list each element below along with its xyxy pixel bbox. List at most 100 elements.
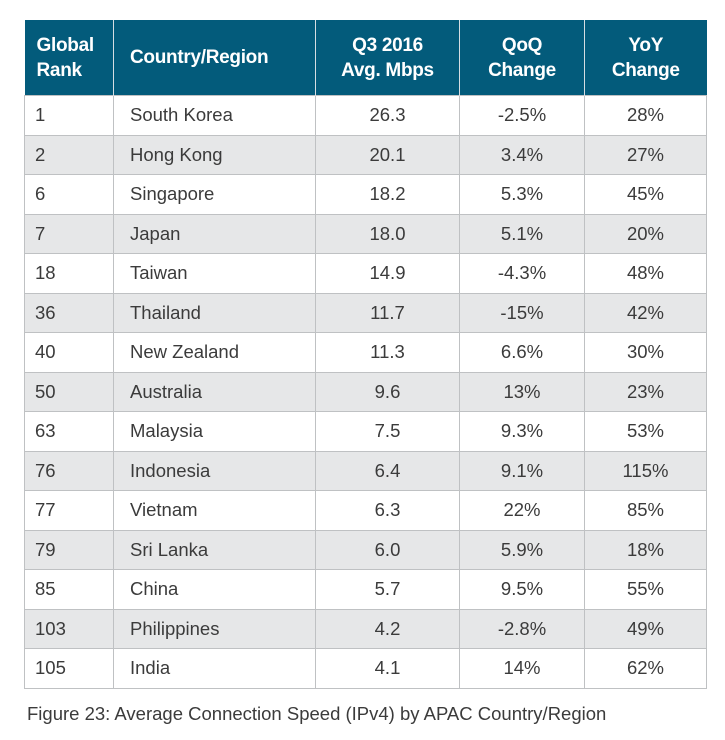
country-cell: Hong Kong: [113, 134, 316, 175]
yoy-change-cell: 48%: [584, 253, 707, 294]
table-row: 105 India 4.1 14% 62%: [24, 648, 707, 689]
country-cell: Thailand: [113, 292, 316, 333]
qoq-change-cell: 22%: [459, 490, 585, 531]
header-line: Rank: [36, 59, 83, 81]
header-yoy-change: YoY Change: [584, 20, 707, 96]
qoq-change-cell: 6.6%: [459, 332, 585, 373]
qoq-change-cell: 9.3%: [459, 411, 585, 452]
global-rank-cell: 76: [24, 450, 114, 491]
avg-mbps-cell: 26.3: [315, 95, 460, 136]
table-row: 103 Philippines 4.2 -2.8% 49%: [24, 608, 707, 649]
header-line: QoQ: [501, 34, 543, 56]
yoy-change-cell: 55%: [584, 569, 707, 610]
avg-mbps-cell: 20.1: [315, 134, 460, 175]
qoq-change-cell: -4.3%: [459, 253, 585, 294]
table-row: 1 South Korea 26.3 -2.5% 28%: [24, 95, 707, 136]
connection-speed-table: Global Rank Country/Region Q3 2016 Avg. Mb…: [24, 20, 707, 689]
qoq-change-cell: 9.5%: [459, 569, 585, 610]
country-cell: China: [113, 569, 316, 610]
global-rank-cell: 103: [24, 608, 114, 649]
figure-caption: Figure 23: Average Connection Speed (IPv…: [27, 703, 607, 724]
yoy-change-cell: 62%: [584, 648, 707, 689]
country-cell: Philippines: [113, 608, 316, 649]
avg-mbps-cell: 5.7: [315, 569, 460, 610]
header-line: Global: [36, 34, 95, 56]
country-cell: South Korea: [113, 95, 316, 136]
qoq-change-cell: 5.1%: [459, 213, 585, 254]
avg-mbps-cell: 18.0: [315, 213, 460, 254]
yoy-change-cell: 53%: [584, 411, 707, 452]
table-row: 77 Vietnam 6.3 22% 85%: [24, 490, 707, 531]
header-qoq-change: QoQ Change: [459, 20, 585, 96]
global-rank-cell: 77: [24, 490, 114, 531]
global-rank-cell: 105: [24, 648, 114, 689]
table-row: 79 Sri Lanka 6.0 5.9% 18%: [24, 529, 707, 570]
global-rank-cell: 6: [24, 174, 114, 215]
yoy-change-cell: 115%: [584, 450, 707, 491]
table-row: 7 Japan 18.0 5.1% 20%: [24, 213, 707, 254]
avg-mbps-cell: 6.0: [315, 529, 460, 570]
qoq-change-cell: 5.3%: [459, 174, 585, 215]
header-line: Q3 2016: [352, 34, 423, 56]
qoq-change-cell: -15%: [459, 292, 585, 333]
table-row: 36 Thailand 11.7 -15% 42%: [24, 292, 707, 333]
header-avg-mbps: Q3 2016 Avg. Mbps: [315, 20, 460, 96]
yoy-change-cell: 30%: [584, 332, 707, 373]
header-line: Avg. Mbps: [341, 59, 434, 81]
country-cell: India: [113, 648, 316, 689]
country-cell: Australia: [113, 371, 316, 412]
yoy-change-cell: 20%: [584, 213, 707, 254]
country-cell: New Zealand: [113, 332, 316, 373]
country-cell: Taiwan: [113, 253, 316, 294]
header-row: Global Rank Country/Region Q3 2016 Avg. Mb…: [24, 20, 707, 96]
header-global-rank: Global Rank: [24, 20, 114, 96]
table-row: 76 Indonesia 6.4 9.1% 115%: [24, 450, 707, 491]
qoq-change-cell: 9.1%: [459, 450, 585, 491]
global-rank-cell: 40: [24, 332, 114, 373]
avg-mbps-cell: 6.4: [315, 450, 460, 491]
global-rank-cell: 2: [24, 134, 114, 175]
avg-mbps-cell: 11.7: [315, 292, 460, 333]
global-rank-cell: 50: [24, 371, 114, 412]
avg-mbps-cell: 4.1: [315, 648, 460, 689]
avg-mbps-cell: 14.9: [315, 253, 460, 294]
table-row: 18 Taiwan 14.9 -4.3% 48%: [24, 253, 707, 294]
qoq-change-cell: 13%: [459, 371, 585, 412]
yoy-change-cell: 23%: [584, 371, 707, 412]
qoq-change-cell: 5.9%: [459, 529, 585, 570]
table-row: 63 Malaysia 7.5 9.3% 53%: [24, 411, 707, 452]
header-country-region: Country/Region: [113, 20, 316, 96]
country-cell: Japan: [113, 213, 316, 254]
yoy-change-cell: 42%: [584, 292, 707, 333]
yoy-change-cell: 49%: [584, 608, 707, 649]
header-line: Country/Region: [130, 47, 269, 68]
global-rank-cell: 18: [24, 253, 114, 294]
qoq-change-cell: -2.8%: [459, 608, 585, 649]
global-rank-cell: 63: [24, 411, 114, 452]
qoq-change-cell: 14%: [459, 648, 585, 689]
header-line: Change: [611, 59, 680, 81]
country-cell: Singapore: [113, 174, 316, 215]
avg-mbps-cell: 9.6: [315, 371, 460, 412]
global-rank-cell: 85: [24, 569, 114, 610]
country-cell: Sri Lanka: [113, 529, 316, 570]
avg-mbps-cell: 4.2: [315, 608, 460, 649]
qoq-change-cell: 3.4%: [459, 134, 585, 175]
yoy-change-cell: 45%: [584, 174, 707, 215]
avg-mbps-cell: 7.5: [315, 411, 460, 452]
yoy-change-cell: 28%: [584, 95, 707, 136]
yoy-change-cell: 85%: [584, 490, 707, 531]
table-row: 85 China 5.7 9.5% 55%: [24, 569, 707, 610]
qoq-change-cell: -2.5%: [459, 95, 585, 136]
country-cell: Malaysia: [113, 411, 316, 452]
header-line: YoY: [628, 34, 664, 56]
header-line: Change: [488, 59, 556, 81]
avg-mbps-cell: 11.3: [315, 332, 460, 373]
country-cell: Vietnam: [113, 490, 316, 531]
table-row: 6 Singapore 18.2 5.3% 45%: [24, 174, 707, 215]
global-rank-cell: 36: [24, 292, 114, 333]
country-cell: Indonesia: [113, 450, 316, 491]
table-row: 50 Australia 9.6 13% 23%: [24, 371, 707, 412]
yoy-change-cell: 27%: [584, 134, 707, 175]
global-rank-cell: 1: [24, 95, 114, 136]
